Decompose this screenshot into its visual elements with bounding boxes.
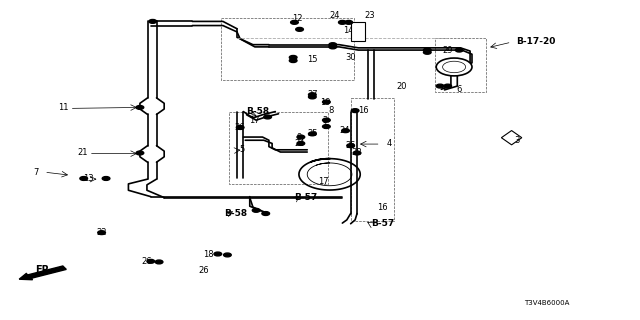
Circle shape xyxy=(136,106,144,109)
Circle shape xyxy=(156,260,163,264)
Text: 26: 26 xyxy=(141,257,152,266)
Text: 24: 24 xyxy=(294,139,305,148)
Circle shape xyxy=(308,95,316,99)
Text: 30: 30 xyxy=(346,53,356,62)
Circle shape xyxy=(329,43,337,47)
Text: 14: 14 xyxy=(344,27,354,36)
Circle shape xyxy=(345,20,353,24)
Text: 26: 26 xyxy=(198,266,209,276)
Text: 18: 18 xyxy=(203,251,214,260)
Polygon shape xyxy=(501,131,522,145)
Text: 10: 10 xyxy=(352,33,362,42)
Text: 6: 6 xyxy=(456,85,462,94)
Circle shape xyxy=(252,208,260,212)
Circle shape xyxy=(236,125,244,129)
Text: 4: 4 xyxy=(387,139,392,148)
Circle shape xyxy=(323,124,330,128)
Circle shape xyxy=(323,118,330,122)
Text: 26: 26 xyxy=(235,123,246,132)
Text: 2: 2 xyxy=(323,116,328,125)
Bar xyxy=(221,18,354,80)
Text: 19: 19 xyxy=(320,98,330,107)
Circle shape xyxy=(98,231,106,235)
Circle shape xyxy=(149,20,157,23)
Circle shape xyxy=(353,151,361,155)
Text: 16: 16 xyxy=(377,203,388,212)
Circle shape xyxy=(436,58,472,76)
Text: 24: 24 xyxy=(330,12,340,20)
Text: B-57: B-57 xyxy=(371,219,394,228)
Text: 27: 27 xyxy=(307,90,317,99)
Text: 7: 7 xyxy=(33,168,38,177)
Circle shape xyxy=(308,93,316,97)
Circle shape xyxy=(102,177,110,180)
Bar xyxy=(435,38,486,92)
Text: 29: 29 xyxy=(442,45,453,55)
Text: 15: 15 xyxy=(307,55,317,64)
Text: 23: 23 xyxy=(365,12,375,20)
Circle shape xyxy=(147,260,155,263)
Circle shape xyxy=(223,253,231,257)
FancyArrow shape xyxy=(19,266,67,280)
Circle shape xyxy=(262,212,269,215)
Text: 8: 8 xyxy=(329,106,334,115)
Circle shape xyxy=(339,20,346,24)
Circle shape xyxy=(296,28,303,31)
Circle shape xyxy=(289,55,297,59)
Circle shape xyxy=(351,109,359,113)
Text: 3: 3 xyxy=(514,136,520,145)
Circle shape xyxy=(443,61,466,73)
Text: T3V4B6000A: T3V4B6000A xyxy=(524,300,570,306)
Circle shape xyxy=(264,115,271,119)
Circle shape xyxy=(444,84,452,88)
Circle shape xyxy=(289,59,297,62)
Circle shape xyxy=(424,48,431,52)
Text: FR.: FR. xyxy=(35,265,53,275)
Text: 20: 20 xyxy=(397,82,407,91)
Circle shape xyxy=(80,177,88,180)
Circle shape xyxy=(329,45,337,49)
Circle shape xyxy=(342,129,349,132)
Text: B-57: B-57 xyxy=(294,193,317,202)
Circle shape xyxy=(424,50,431,54)
Circle shape xyxy=(291,20,298,24)
Text: B-58: B-58 xyxy=(224,209,247,218)
Text: 25: 25 xyxy=(346,141,356,150)
Text: 12: 12 xyxy=(292,14,303,23)
Text: 5: 5 xyxy=(239,145,244,154)
Text: 17: 17 xyxy=(250,116,260,125)
Text: 21: 21 xyxy=(77,148,88,157)
Circle shape xyxy=(308,132,316,136)
Bar xyxy=(351,98,394,221)
Text: 24: 24 xyxy=(339,126,349,135)
Circle shape xyxy=(436,84,444,88)
Text: 9: 9 xyxy=(297,132,302,141)
Text: 28: 28 xyxy=(352,148,362,157)
Circle shape xyxy=(214,252,221,256)
Text: 11: 11 xyxy=(58,103,68,112)
Text: B-17-20: B-17-20 xyxy=(516,37,556,46)
Circle shape xyxy=(297,141,305,145)
Circle shape xyxy=(323,100,330,104)
Text: 13: 13 xyxy=(83,174,94,183)
Text: 17: 17 xyxy=(318,177,328,186)
Text: 25: 25 xyxy=(307,129,317,138)
Text: 22: 22 xyxy=(97,228,107,237)
Circle shape xyxy=(297,135,305,139)
Circle shape xyxy=(347,144,355,148)
Text: 1: 1 xyxy=(323,122,328,131)
Bar xyxy=(229,112,328,184)
Text: 30: 30 xyxy=(454,65,465,74)
Text: B-58: B-58 xyxy=(246,107,269,116)
Circle shape xyxy=(456,48,463,52)
Bar xyxy=(351,22,365,41)
Text: 16: 16 xyxy=(358,106,369,115)
Circle shape xyxy=(136,151,144,155)
